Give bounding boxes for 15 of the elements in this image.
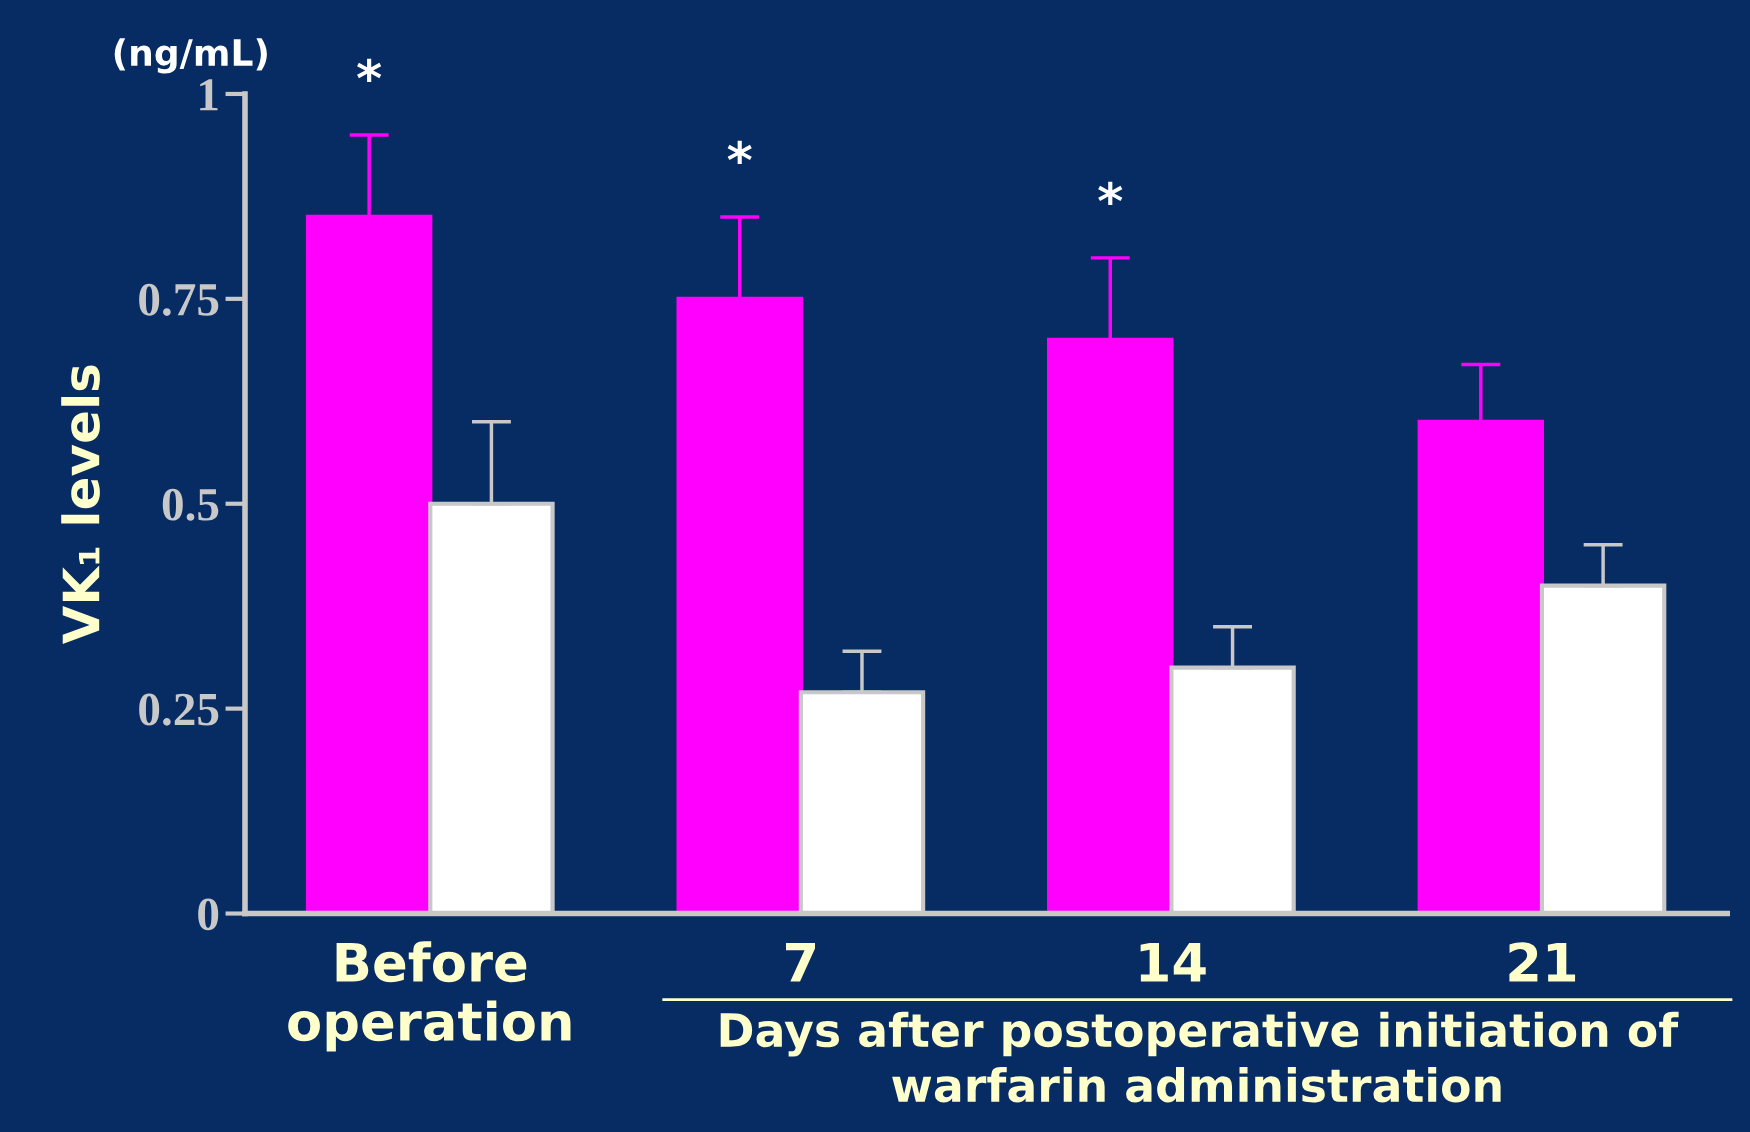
y-tick-label: 1	[200, 79, 218, 111]
y-tick-label: 0.75	[139, 283, 219, 316]
y-axis-title: VK₁ levels	[61, 365, 100, 645]
y-tick-label: 0.5	[162, 488, 219, 521]
text: (ng/mL)	[114, 38, 267, 74]
annotation: *	[727, 140, 752, 165]
x-axis-title: Days after postoperative initiation of warfarin administration	[720, 1011, 1679, 1103]
y-tick-label: 0.25	[139, 693, 219, 726]
annotation: *	[1098, 181, 1123, 205]
x-tick-label: 21	[1509, 942, 1576, 982]
text: *	[357, 58, 382, 83]
x-tick-label: 14	[1140, 942, 1206, 982]
y-tick-label: 0	[198, 898, 219, 931]
x-tick-label: Before operation	[288, 941, 571, 1052]
x-tick-label: 7	[786, 942, 816, 982]
